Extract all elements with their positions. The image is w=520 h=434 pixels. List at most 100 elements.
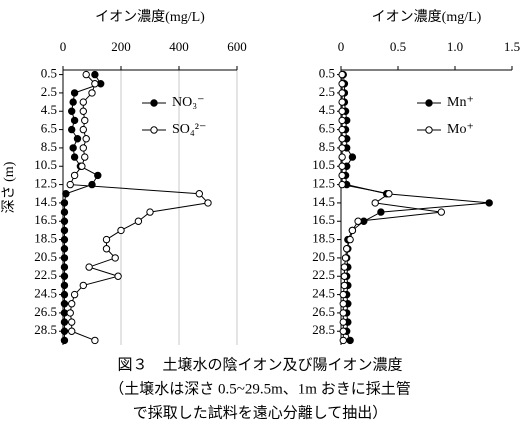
series-line xyxy=(342,74,490,341)
data-point xyxy=(70,171,79,180)
y-tick-label: 26.5 xyxy=(312,304,335,319)
legend-marker xyxy=(425,126,433,134)
legend-label: NO₃⁻ xyxy=(172,95,205,110)
data-point xyxy=(339,309,347,317)
legend-marker xyxy=(150,99,158,107)
data-point xyxy=(69,98,77,106)
data-point xyxy=(204,199,212,207)
data-point xyxy=(437,208,446,216)
data-point xyxy=(79,144,88,152)
data-point xyxy=(340,263,349,271)
data-point xyxy=(78,162,86,170)
series-line xyxy=(69,74,210,341)
y-tick-label: 12.5 xyxy=(312,176,335,191)
data-point xyxy=(81,153,89,161)
data-point xyxy=(68,300,76,308)
legend-label: Mn⁺ xyxy=(447,95,474,110)
data-point xyxy=(91,70,99,79)
data-point xyxy=(340,281,349,290)
y-tick-label: 14.5 xyxy=(34,194,57,209)
data-point xyxy=(68,107,76,115)
data-point xyxy=(195,190,204,198)
data-point xyxy=(346,336,354,345)
y-tick-label: 8.5 xyxy=(41,139,57,154)
data-point xyxy=(70,89,79,97)
data-point xyxy=(60,290,69,299)
data-point xyxy=(62,190,70,198)
caption-line: 図３ 土壌水の陰イオン及び陽イオン濃度 xyxy=(117,356,402,373)
data-point xyxy=(60,254,69,262)
data-point xyxy=(70,116,79,125)
x-tick-label: 400 xyxy=(169,39,189,54)
data-point xyxy=(91,80,99,88)
data-point xyxy=(338,180,346,189)
data-point xyxy=(60,226,69,235)
data-point xyxy=(338,107,346,115)
data-point xyxy=(66,180,74,189)
data-point xyxy=(338,70,346,79)
y-tick-label: 10.5 xyxy=(34,157,57,172)
data-point xyxy=(343,245,351,253)
data-point xyxy=(79,125,88,134)
data-point xyxy=(348,226,357,235)
data-point xyxy=(338,89,346,97)
data-point xyxy=(102,245,111,253)
data-point xyxy=(338,162,346,170)
y-tick-label: 24.5 xyxy=(34,286,57,301)
x-tick-label: 600 xyxy=(227,39,247,54)
x-tick-label: 1.0 xyxy=(447,39,463,54)
data-point xyxy=(338,153,346,161)
y-tick-label: 8.5 xyxy=(319,139,335,154)
data-point xyxy=(79,98,88,106)
data-point xyxy=(68,318,76,326)
data-point xyxy=(348,153,357,161)
y-tick-label: 28.5 xyxy=(312,322,335,337)
data-point xyxy=(385,190,393,198)
data-point xyxy=(117,226,125,235)
legend-marker xyxy=(425,99,433,107)
data-point xyxy=(94,171,102,180)
y-tick-label: 2.5 xyxy=(319,84,335,99)
y-tick-label: 6.5 xyxy=(41,121,57,136)
data-point xyxy=(60,199,69,207)
data-point xyxy=(91,336,99,345)
caption-line: （土壌水は深さ 0.5~29.5m、1m おきに採土管 xyxy=(109,380,410,397)
data-point xyxy=(85,263,93,271)
data-point xyxy=(60,263,69,271)
y-tick-label: 6.5 xyxy=(319,121,335,136)
data-point xyxy=(339,336,347,345)
y-tick-label: 26.5 xyxy=(34,304,57,319)
x-axis-label: イオン濃度(mg/L) xyxy=(95,9,205,25)
y-tick-label: 22.5 xyxy=(312,267,335,282)
data-point xyxy=(341,254,350,262)
x-tick-label: 1.5 xyxy=(504,39,520,54)
data-point xyxy=(339,318,347,326)
y-tick-label: 16.5 xyxy=(34,212,57,227)
legend-marker xyxy=(150,126,158,134)
data-point xyxy=(371,199,379,207)
legend-label: Mo⁺ xyxy=(447,122,474,137)
data-point xyxy=(68,125,76,134)
data-point xyxy=(354,217,362,225)
data-point xyxy=(88,180,96,189)
y-tick-label: 20.5 xyxy=(34,249,57,264)
data-point xyxy=(79,281,88,290)
data-point xyxy=(82,135,90,143)
y-tick-label: 16.5 xyxy=(312,212,335,227)
y-tick-label: 18.5 xyxy=(34,231,57,246)
x-tick-label: 200 xyxy=(111,39,131,54)
data-point xyxy=(60,272,69,280)
data-point xyxy=(88,89,96,97)
data-point xyxy=(60,235,69,244)
x-tick-label: 0 xyxy=(338,39,345,54)
data-point xyxy=(60,318,69,326)
series-line xyxy=(341,74,442,341)
data-point xyxy=(340,272,349,280)
data-point xyxy=(485,199,493,207)
data-point xyxy=(70,153,79,161)
caption-line: で採取した試料を遠心分離して抽出） xyxy=(133,403,388,421)
data-point xyxy=(377,208,385,216)
data-point xyxy=(102,235,111,244)
data-point xyxy=(79,107,88,115)
